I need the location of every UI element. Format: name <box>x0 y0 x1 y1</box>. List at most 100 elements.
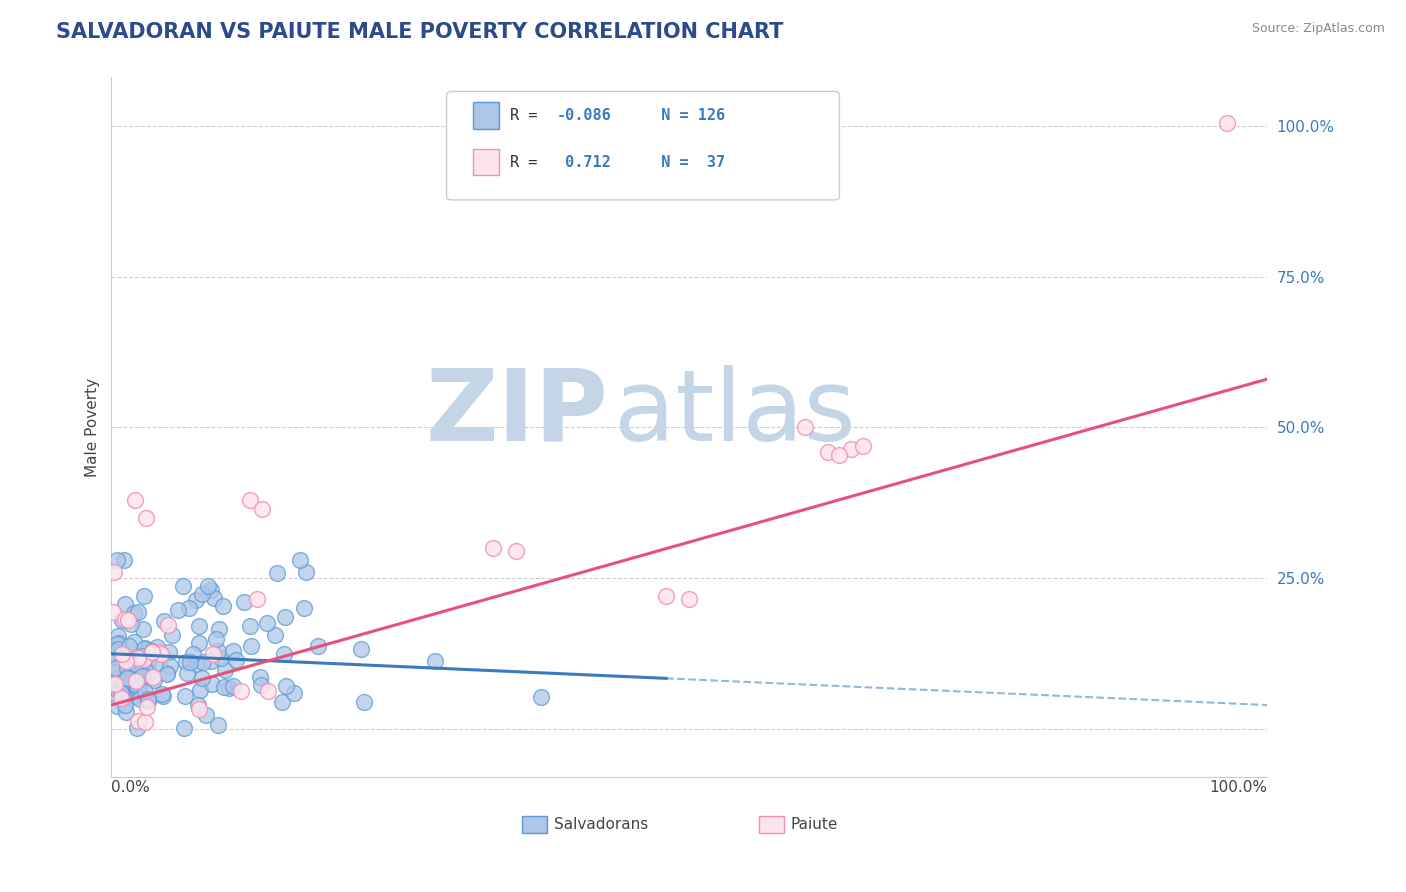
Point <box>191 587 214 601</box>
Point <box>136 694 159 708</box>
Point <box>179 655 201 669</box>
Point <box>250 502 273 516</box>
Point <box>110 679 132 693</box>
Point <box>353 696 375 710</box>
Point <box>156 617 179 632</box>
Point <box>222 643 245 657</box>
Point <box>851 438 873 452</box>
Point <box>117 614 139 628</box>
Point <box>218 681 240 695</box>
Point <box>111 647 134 661</box>
Point <box>122 690 145 704</box>
Point <box>172 579 194 593</box>
Text: N =  37: N = 37 <box>643 154 725 169</box>
Point <box>104 677 127 691</box>
Point <box>481 541 503 556</box>
Point <box>181 647 204 661</box>
Point <box>110 686 132 700</box>
Point <box>256 684 278 698</box>
Point <box>839 442 862 456</box>
Text: atlas: atlas <box>614 365 856 462</box>
Point <box>114 698 136 713</box>
Point <box>270 695 292 709</box>
Point <box>115 706 138 720</box>
Text: SALVADORAN VS PAIUTE MALE POVERTY CORRELATION CHART: SALVADORAN VS PAIUTE MALE POVERTY CORREL… <box>56 22 783 42</box>
FancyBboxPatch shape <box>447 92 839 200</box>
Point <box>828 448 851 462</box>
Point <box>273 647 295 661</box>
Point <box>103 566 125 580</box>
Point <box>115 672 138 686</box>
Text: ZIP: ZIP <box>426 365 609 462</box>
Point <box>131 648 153 663</box>
Point <box>148 645 170 659</box>
Point <box>124 677 146 691</box>
Point <box>136 700 159 714</box>
Point <box>127 665 149 679</box>
Point <box>274 609 297 624</box>
Point <box>127 714 149 729</box>
Point <box>107 671 129 685</box>
Point <box>125 674 148 689</box>
Point <box>111 613 134 627</box>
Point <box>148 656 170 670</box>
Point <box>222 680 245 694</box>
Point <box>134 715 156 730</box>
Point <box>107 629 129 643</box>
Point <box>114 612 136 626</box>
FancyBboxPatch shape <box>759 816 785 833</box>
Point <box>156 665 179 680</box>
Point <box>131 669 153 683</box>
Point <box>132 651 155 665</box>
Point <box>110 691 132 706</box>
Point <box>201 677 224 691</box>
Point <box>136 655 159 669</box>
Point <box>101 644 124 658</box>
Point <box>122 635 145 649</box>
Point <box>134 685 156 699</box>
Point <box>114 598 136 612</box>
Point <box>111 678 134 692</box>
Point <box>152 689 174 703</box>
Point <box>105 553 128 567</box>
Point <box>141 644 163 658</box>
Point <box>188 619 211 633</box>
Point <box>125 721 148 735</box>
Point <box>111 673 134 688</box>
Point <box>184 657 207 672</box>
Point <box>205 632 228 646</box>
Point <box>138 666 160 681</box>
Point <box>188 635 211 649</box>
Point <box>197 579 219 593</box>
Point <box>231 684 253 698</box>
Text: N = 126: N = 126 <box>643 108 725 123</box>
Point <box>166 603 188 617</box>
FancyBboxPatch shape <box>522 816 547 833</box>
Point <box>105 637 128 651</box>
Point <box>505 544 527 558</box>
Point <box>283 686 305 700</box>
Point <box>176 665 198 680</box>
Point <box>117 655 139 669</box>
Point <box>135 511 157 525</box>
Point <box>239 619 262 633</box>
Point <box>174 655 197 669</box>
Point <box>207 718 229 732</box>
Point <box>104 649 127 664</box>
Point <box>150 647 173 661</box>
Point <box>214 663 236 677</box>
Point <box>127 606 149 620</box>
Point <box>128 681 150 696</box>
Text: R =: R = <box>510 108 547 123</box>
Point <box>127 663 149 677</box>
Point <box>124 492 146 507</box>
Point <box>678 592 700 607</box>
Text: Paiute: Paiute <box>792 817 838 832</box>
Point <box>159 659 181 673</box>
Point <box>101 605 124 619</box>
Point <box>1215 116 1237 130</box>
Point <box>146 640 169 655</box>
Text: 0.712: 0.712 <box>557 154 612 169</box>
Point <box>174 689 197 703</box>
Point <box>290 553 312 567</box>
